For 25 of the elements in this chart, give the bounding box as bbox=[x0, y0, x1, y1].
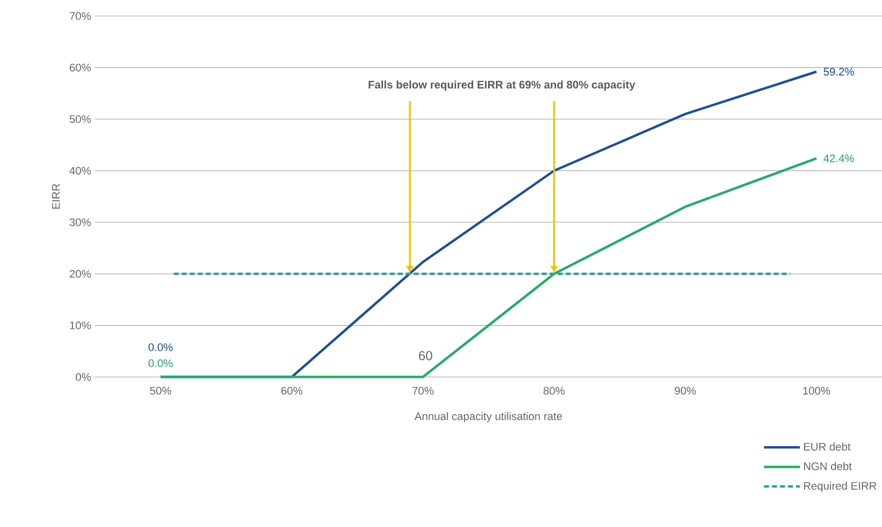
y-tick-label: 50% bbox=[70, 115, 91, 124]
y-axis-title: EIRR bbox=[52, 184, 60, 209]
data-label: 42.4% bbox=[824, 154, 854, 162]
y-tick-label: 40% bbox=[69, 166, 91, 175]
x-tick-label: 80% bbox=[544, 386, 565, 395]
x-tick-label: 100% bbox=[803, 386, 830, 395]
x-tick-label: 90% bbox=[674, 386, 696, 395]
legend-label: Required EIRR bbox=[804, 482, 876, 492]
y-tick-label: 10% bbox=[70, 322, 91, 330]
y-tick-label: 20% bbox=[70, 270, 91, 278]
data-label: 0.0% bbox=[148, 359, 173, 368]
data-label: 0.0% bbox=[148, 343, 173, 352]
legend-label: EUR debt bbox=[804, 442, 851, 451]
annotation: 60 bbox=[418, 351, 432, 360]
y-tick-label: 70% bbox=[70, 12, 91, 20]
x-axis-title: Annual capacity utilisation rate bbox=[414, 412, 562, 422]
x-tick-label: 50% bbox=[150, 386, 172, 395]
legend-label: NGN debt bbox=[804, 462, 852, 470]
data-label: 59.2% bbox=[824, 68, 854, 76]
x-tick-label: 70% bbox=[412, 386, 434, 395]
annotation: Falls below required EIRR at 69% and 80% capacity bbox=[368, 80, 636, 91]
y-tick-label: 30% bbox=[70, 218, 91, 226]
y-tick-label: 0% bbox=[76, 373, 91, 381]
y-tick-label: 60% bbox=[70, 64, 91, 72]
x-tick-label: 60% bbox=[281, 386, 302, 395]
